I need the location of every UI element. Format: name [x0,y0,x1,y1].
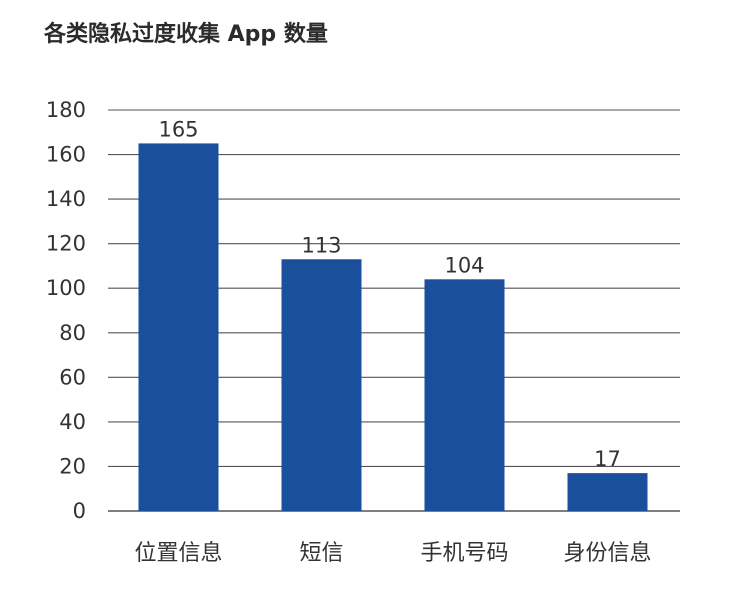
chart-title: 各类隐私过度收集 App 数量 [44,22,328,47]
y-axis-tick-labels: 0 20 40 60 80 100 120 140 160 180 [46,98,86,523]
data-label: 17 [594,447,621,471]
y-tick-label: 20 [59,454,86,478]
bars [138,143,648,511]
y-tick-label: 180 [46,98,86,122]
x-axis-tick-labels: 位置信息 短信 手机号码 身份信息 [134,541,651,566]
y-tick-label: 40 [59,410,86,434]
y-tick-label: 80 [59,321,86,345]
x-tick-label: 位置信息 [134,541,222,566]
bar-2 [281,259,362,511]
y-tick-label: 100 [46,276,86,300]
x-tick-label: 手机号码 [420,541,508,566]
data-label: 104 [444,253,484,277]
y-tick-label: 60 [59,365,86,389]
y-tick-label: 0 [73,499,86,523]
data-labels: 165 113 104 17 [158,117,620,471]
y-tick-label: 160 [46,143,86,167]
data-label: 165 [158,117,198,141]
y-tick-label: 140 [46,187,86,211]
x-tick-label: 身份信息 [563,541,651,566]
bar-4 [567,473,648,511]
data-label: 113 [301,233,341,257]
bar-3 [424,279,505,511]
y-tick-label: 120 [46,232,86,256]
bar-1 [138,143,219,511]
x-tick-label: 短信 [299,541,343,566]
